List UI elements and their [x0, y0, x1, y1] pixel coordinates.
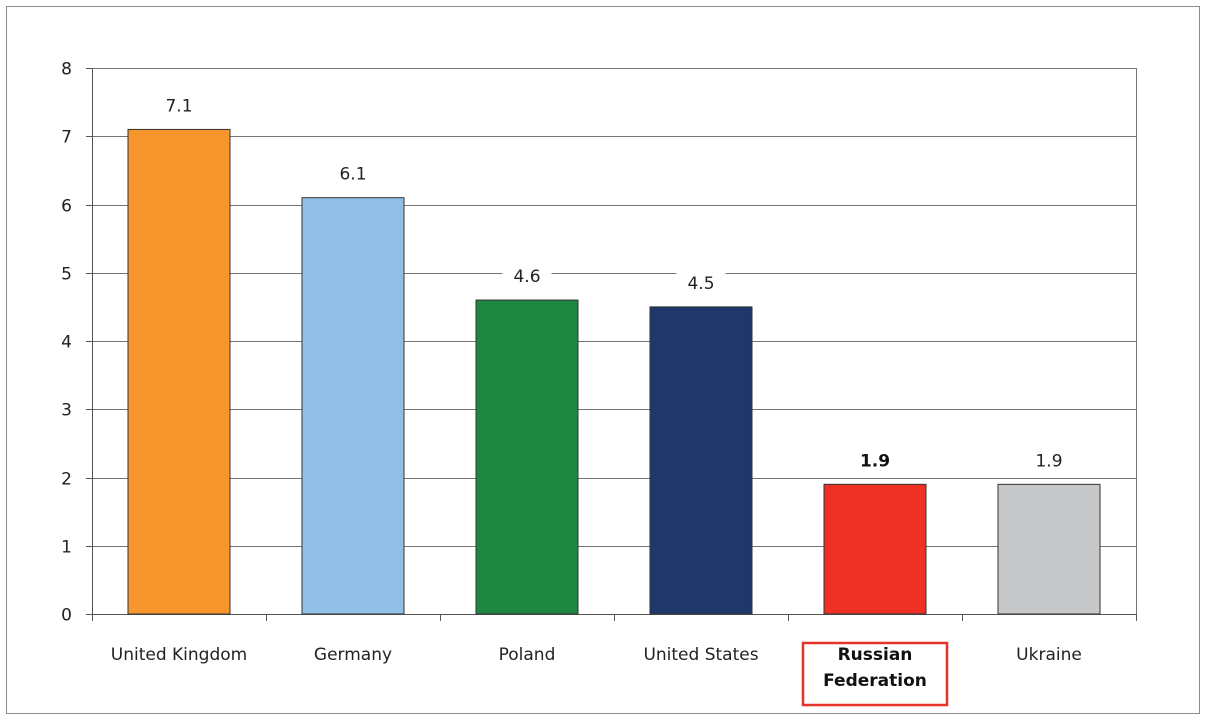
y-tick-label: 3 [61, 401, 72, 421]
data-label-bg [328, 162, 378, 185]
bar [301, 197, 405, 615]
x-tick-label: Ukraine [1016, 645, 1082, 665]
data-label: 7.1 [165, 96, 192, 116]
y-tick-label: 5 [61, 265, 72, 285]
y-tick-label: 4 [61, 333, 72, 353]
bar [823, 483, 927, 615]
data-label-bg [676, 271, 726, 294]
x-tick-label: United Kingdom [111, 645, 247, 665]
data-label: 1.9 [860, 451, 890, 471]
x-tick-label: Germany [314, 645, 392, 665]
y-tick-label: 2 [61, 470, 72, 490]
y-tick-label: 8 [61, 60, 72, 80]
data-label-bg [154, 94, 204, 117]
y-tick-label: 1 [61, 538, 72, 558]
data-label: 4.6 [513, 267, 540, 287]
y-tick-label: 0 [61, 606, 72, 626]
y-tick-label: 6 [61, 197, 72, 217]
x-tick-label: Poland [499, 645, 556, 665]
bar [649, 306, 753, 615]
y-tick-label: 7 [61, 128, 72, 148]
x-tick-label: United States [643, 645, 758, 665]
data-label-bg [502, 265, 552, 288]
bar [997, 483, 1101, 615]
x-tick-label: Federation [823, 671, 927, 691]
data-label: 4.5 [687, 274, 714, 294]
bar [127, 128, 231, 615]
data-label-bg [850, 449, 900, 472]
data-label-bg [1024, 449, 1074, 472]
highlight-box [801, 641, 949, 707]
data-label: 1.9 [1035, 451, 1062, 471]
x-tick-label: Russian [838, 645, 913, 665]
chart-frame [6, 6, 1200, 714]
bar [475, 299, 579, 615]
data-label: 6.1 [339, 165, 366, 185]
